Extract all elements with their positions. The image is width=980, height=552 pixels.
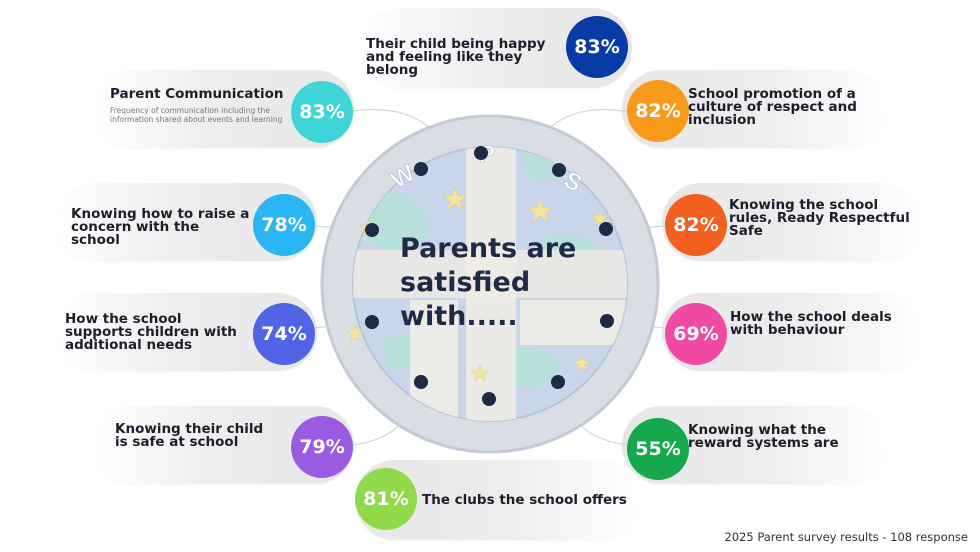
item-label-raise-concern: Knowing how to raise a concern with the … (71, 206, 250, 248)
item-label-reward: Knowing what the reward systems are (688, 422, 839, 451)
arm-vertical (466, 147, 516, 421)
item-label-parent-communication: Parent Communication (110, 86, 284, 102)
item-label-happy-belong: Their child being happy and feeling like… (366, 36, 546, 78)
item-subtitle-parent-communication: Frequency of communication including the… (110, 106, 283, 124)
item-label-respect: School promotion of a culture of respect… (688, 86, 857, 128)
item-label-safe: Knowing their child is safe at school (115, 421, 264, 450)
center-title: Parents are satisfied with..... (400, 233, 577, 332)
badge-raise-concern: 78% (253, 194, 315, 256)
item-label-behaviour: How the school deals with behaviour (730, 309, 892, 338)
badge-behaviour: 69% (665, 303, 727, 365)
ring-dots (365, 146, 614, 406)
badge-safe: 79% (291, 416, 353, 478)
footer-note: 2025 Parent survey results - 108 respons… (724, 530, 968, 544)
item-label-clubs: The clubs the school offers (422, 492, 627, 508)
island-shape (505, 347, 560, 388)
badge-respect: 82% (627, 80, 689, 142)
badge-additional-needs: 74% (253, 303, 315, 365)
badge-happy-belong: 83% (566, 16, 628, 78)
star-icons (345, 187, 610, 382)
item-label-additional-needs: How the school supports children with ad… (65, 311, 237, 353)
badge-parent-communication: 83% (291, 81, 353, 143)
badge-reward: 55% (627, 418, 689, 480)
badge-school-rules: 82% (665, 194, 727, 256)
badge-clubs: 81% (355, 468, 417, 530)
item-label-school-rules: Knowing the school rules, Ready Respectf… (729, 197, 910, 239)
